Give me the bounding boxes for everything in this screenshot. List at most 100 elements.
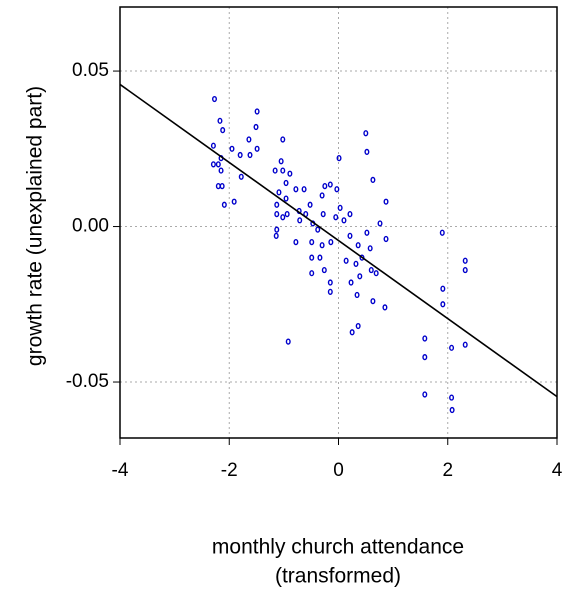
point: [355, 322, 361, 330]
point: [254, 145, 260, 152]
point: [285, 338, 291, 345]
y-tick-label: 0.05: [72, 60, 109, 81]
x-tick-label: 0: [333, 460, 344, 481]
point: [328, 238, 334, 246]
point: [449, 394, 455, 401]
point: [320, 211, 326, 218]
point: [449, 406, 455, 414]
point: [219, 183, 225, 190]
point: [462, 266, 468, 274]
point: [382, 304, 388, 311]
point: [383, 235, 389, 243]
point: [220, 127, 226, 134]
x-tick-label: -4: [112, 460, 129, 481]
point: [280, 136, 286, 143]
point: [247, 151, 253, 159]
point: [278, 158, 284, 165]
point: [280, 214, 286, 221]
point: [319, 242, 325, 249]
point: [327, 288, 333, 295]
point: [301, 186, 307, 193]
point: [364, 229, 370, 236]
point: [246, 136, 252, 143]
point: [293, 186, 299, 193]
point: [422, 335, 428, 342]
x-tick-label: 2: [442, 460, 453, 481]
point: [343, 257, 349, 264]
point: [276, 189, 282, 196]
point: [283, 179, 289, 187]
point: [336, 155, 342, 162]
point: [215, 161, 221, 168]
point: [334, 186, 340, 193]
point: [347, 232, 353, 239]
point: [221, 201, 227, 208]
point: [309, 238, 315, 246]
point: [422, 391, 428, 398]
point: [322, 183, 328, 190]
point: [355, 242, 361, 249]
point: [348, 279, 354, 286]
point: [287, 170, 293, 177]
point: [364, 148, 370, 156]
point: [253, 123, 259, 131]
point: [237, 151, 243, 159]
point: [439, 229, 445, 236]
point: [367, 245, 373, 252]
point: [363, 130, 369, 137]
point: [347, 211, 353, 218]
point: [217, 117, 223, 124]
point: [273, 232, 279, 239]
point: [377, 220, 383, 227]
point: [274, 226, 280, 233]
point: [373, 270, 379, 277]
point: [212, 95, 218, 103]
point: [307, 201, 313, 208]
point: [383, 198, 389, 205]
y-axis-title: growth rate (unexplained part): [24, 86, 47, 366]
point: [274, 211, 280, 218]
point: [319, 192, 325, 199]
plot-frame: [119, 6, 558, 439]
point: [449, 344, 455, 351]
point: [327, 181, 333, 188]
point: [422, 354, 428, 361]
point: [309, 270, 315, 277]
point: [462, 257, 468, 264]
point: [218, 167, 224, 174]
point: [354, 291, 360, 299]
point: [357, 273, 363, 280]
point: [353, 260, 359, 267]
point: [284, 211, 290, 218]
point: [274, 201, 280, 208]
point: [215, 183, 221, 190]
y-tick-label: -0.05: [66, 371, 109, 392]
point: [210, 142, 216, 149]
point: [315, 226, 321, 233]
x-tick-label: -2: [221, 460, 238, 481]
point: [238, 173, 244, 180]
x-axis-title: monthly church attendance: [212, 536, 464, 559]
x-axis-title: (transformed): [275, 565, 401, 588]
point: [309, 254, 315, 261]
point: [283, 195, 289, 202]
point: [280, 167, 286, 174]
point: [370, 298, 376, 305]
point: [327, 279, 333, 286]
point: [349, 329, 355, 336]
point: [229, 145, 235, 152]
point: [440, 301, 446, 308]
point: [210, 161, 216, 168]
point: [317, 254, 323, 261]
point: [333, 214, 339, 221]
x-tick-label: 4: [552, 460, 563, 481]
point: [341, 217, 347, 224]
point: [337, 204, 343, 211]
point: [440, 285, 446, 292]
point: [370, 176, 376, 183]
point: [462, 341, 468, 348]
point: [368, 266, 374, 274]
fit-line: [119, 83, 558, 398]
point: [231, 198, 237, 205]
